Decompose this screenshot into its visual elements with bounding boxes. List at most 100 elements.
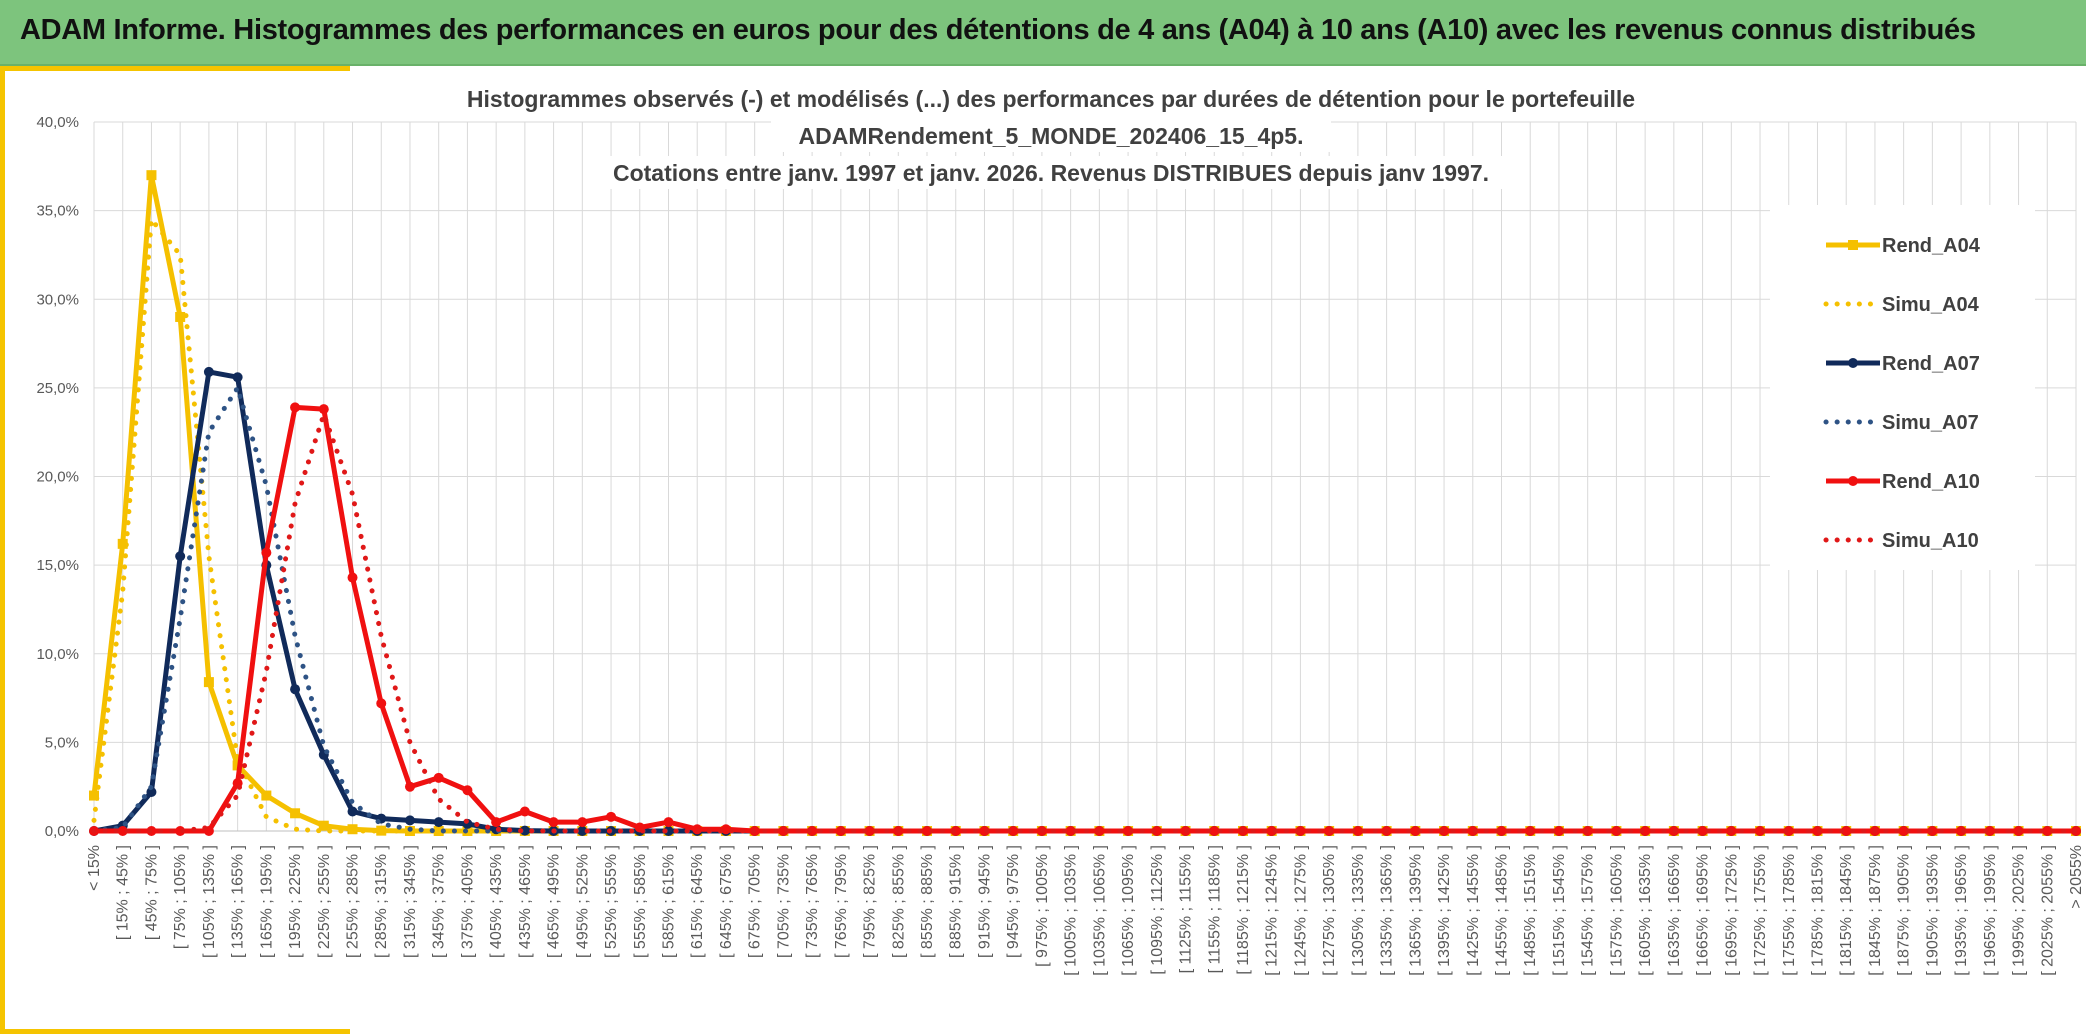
legend-marker xyxy=(1848,476,1858,486)
data-point xyxy=(175,551,186,562)
data-point xyxy=(232,372,243,383)
data-point xyxy=(261,790,272,801)
x-tick-label: [ 1305% ; 1335% ] xyxy=(1350,845,1367,976)
accent-bar-bottom xyxy=(0,1029,350,1034)
x-tick-label: [ 675% ; 705% ] xyxy=(747,845,764,958)
x-tick-label: [ 1095% ; 1125% ] xyxy=(1149,845,1166,975)
accent-bar-top xyxy=(0,66,350,71)
title-background xyxy=(591,156,1511,189)
x-tick-label: [ 735% ; 765% ] xyxy=(804,845,821,958)
x-tick-label: [ 1395% ; 1425% ] xyxy=(1436,845,1453,976)
x-tick-label: [ 585% ; 615% ] xyxy=(660,845,677,958)
data-point xyxy=(347,806,358,817)
legend-marker xyxy=(1848,358,1858,368)
legend-background xyxy=(1770,205,2035,570)
x-tick-label: [ 1515% ; 1545% ] xyxy=(1551,845,1568,976)
data-point xyxy=(347,572,358,583)
x-tick-label: > 2055% xyxy=(2068,845,2085,909)
x-tick-label: [ 1155% ; 1185% ] xyxy=(1206,845,1223,973)
data-point xyxy=(1410,826,1421,836)
y-tick-label: 15,0% xyxy=(36,557,79,574)
data-point xyxy=(1266,826,1277,836)
x-tick-label: [ 975% ; 1005% ] xyxy=(1034,845,1051,967)
data-point xyxy=(663,826,674,836)
data-point xyxy=(318,820,329,831)
x-tick-label: [ 135% ; 165% ] xyxy=(230,845,247,958)
x-tick-label: [ 1065% ; 1095% ] xyxy=(1120,845,1137,976)
x-tick-label: [ 315% ; 345% ] xyxy=(402,845,419,958)
x-tick-label: [ 495% ; 525% ] xyxy=(574,845,591,958)
x-tick-label: [ 75% ; 105% ] xyxy=(172,845,189,949)
data-point xyxy=(1008,826,1019,836)
data-point xyxy=(864,826,875,836)
x-tick-label: [ 795% ; 825% ] xyxy=(862,845,879,958)
data-point xyxy=(376,825,387,836)
legend-label: Rend_A07 xyxy=(1882,353,1980,375)
data-point xyxy=(519,806,530,817)
header-banner: ADAM Informe. Histogrammes des performan… xyxy=(0,0,2086,66)
series-line-simu_a10 xyxy=(91,412,2079,834)
legend-label: Simu_A07 xyxy=(1882,412,1979,434)
data-point xyxy=(1755,826,1766,836)
data-point xyxy=(404,815,415,826)
x-tick-label: [ 1695% ; 1725% ] xyxy=(1723,845,1740,976)
x-tick-label: [ 855% ; 885% ] xyxy=(919,845,936,958)
data-point xyxy=(318,404,329,415)
x-tick-label: [ 1365% ; 1395% ] xyxy=(1407,845,1424,976)
x-tick-label: [ 45% ; 75% ] xyxy=(143,845,160,940)
x-tick-label: [ 285% ; 315% ] xyxy=(373,845,390,958)
data-point xyxy=(1496,826,1507,836)
data-point xyxy=(203,366,214,377)
data-point xyxy=(1123,826,1134,836)
data-point xyxy=(203,677,214,688)
y-axis: 0,0% 5,0% 10,0% 15,0% 20,0% 25,0% 30,0% 35,0% 40… xyxy=(36,114,79,840)
y-tick-label: 35,0% xyxy=(36,203,79,220)
x-tick-label: [ 1845% ; 1875% ] xyxy=(1867,845,1884,976)
legend-label: Simu_A04 xyxy=(1882,294,1980,316)
data-point xyxy=(290,684,301,695)
x-tick-label: [ 1545% ; 1575% ] xyxy=(1580,845,1597,976)
data-point xyxy=(491,817,502,828)
x-tick-label: [ 255% ; 285% ] xyxy=(345,845,362,958)
data-point xyxy=(1065,826,1076,836)
x-tick-label: [ 1725% ; 1755% ] xyxy=(1752,845,1769,976)
x-tick-label: [ 1605% ; 1635% ] xyxy=(1637,845,1654,976)
legend-label: Simu_A10 xyxy=(1882,530,1979,552)
data-point xyxy=(606,811,617,822)
x-tick-label: [ 195% ; 225% ] xyxy=(287,845,304,958)
x-tick-label: [ 1455% ; 1485% ] xyxy=(1494,845,1511,976)
legend-marker xyxy=(1848,240,1858,250)
x-tick-label: [ 1755% ; 1785% ] xyxy=(1781,845,1798,976)
x-tick-label: [ 1215% ; 1245% ] xyxy=(1264,845,1281,976)
x-tick-label: < 15% xyxy=(86,845,103,891)
x-tick-label: [ 1995% ; 2025% ] xyxy=(2011,845,2028,976)
data-point xyxy=(175,311,186,322)
data-point xyxy=(433,817,444,828)
data-point xyxy=(778,826,789,836)
data-point xyxy=(1898,826,1909,836)
y-tick-label: 0,0% xyxy=(45,823,79,840)
legend-label: Rend_A04 xyxy=(1882,235,1981,257)
data-point xyxy=(462,785,473,796)
data-point xyxy=(1841,826,1852,836)
x-tick-label: [ 1485% ; 1515% ] xyxy=(1522,845,1539,976)
x-tick-label: [ 1245% ; 1275% ] xyxy=(1292,845,1309,976)
title-background xyxy=(426,82,1676,115)
legend-label: Rend_A10 xyxy=(1882,471,1980,493)
x-tick-label: [ 525% ; 555% ] xyxy=(603,845,620,958)
chart-legend: Rend_A04 Simu_A04 Rend_A07 Simu_A07 Rend_A10… xyxy=(1770,205,2035,570)
data-point xyxy=(433,772,444,783)
chart-title-line: Cotations entre janv. 1997 et janv. 2026… xyxy=(613,160,1489,186)
x-tick-label: [ 1785% ; 1815% ] xyxy=(1809,845,1826,976)
data-point xyxy=(1984,826,1995,836)
chart-series xyxy=(89,170,2081,836)
x-tick-label: [ 1005% ; 1035% ] xyxy=(1063,845,1080,976)
accent-bar-left xyxy=(0,66,5,1034)
y-tick-label: 5,0% xyxy=(45,734,79,751)
data-point xyxy=(376,698,387,709)
data-point xyxy=(1553,826,1564,836)
data-point xyxy=(89,790,99,801)
data-point xyxy=(1783,826,1794,836)
data-point xyxy=(261,547,272,558)
x-tick-label: [ 165% ; 195% ] xyxy=(258,845,275,958)
